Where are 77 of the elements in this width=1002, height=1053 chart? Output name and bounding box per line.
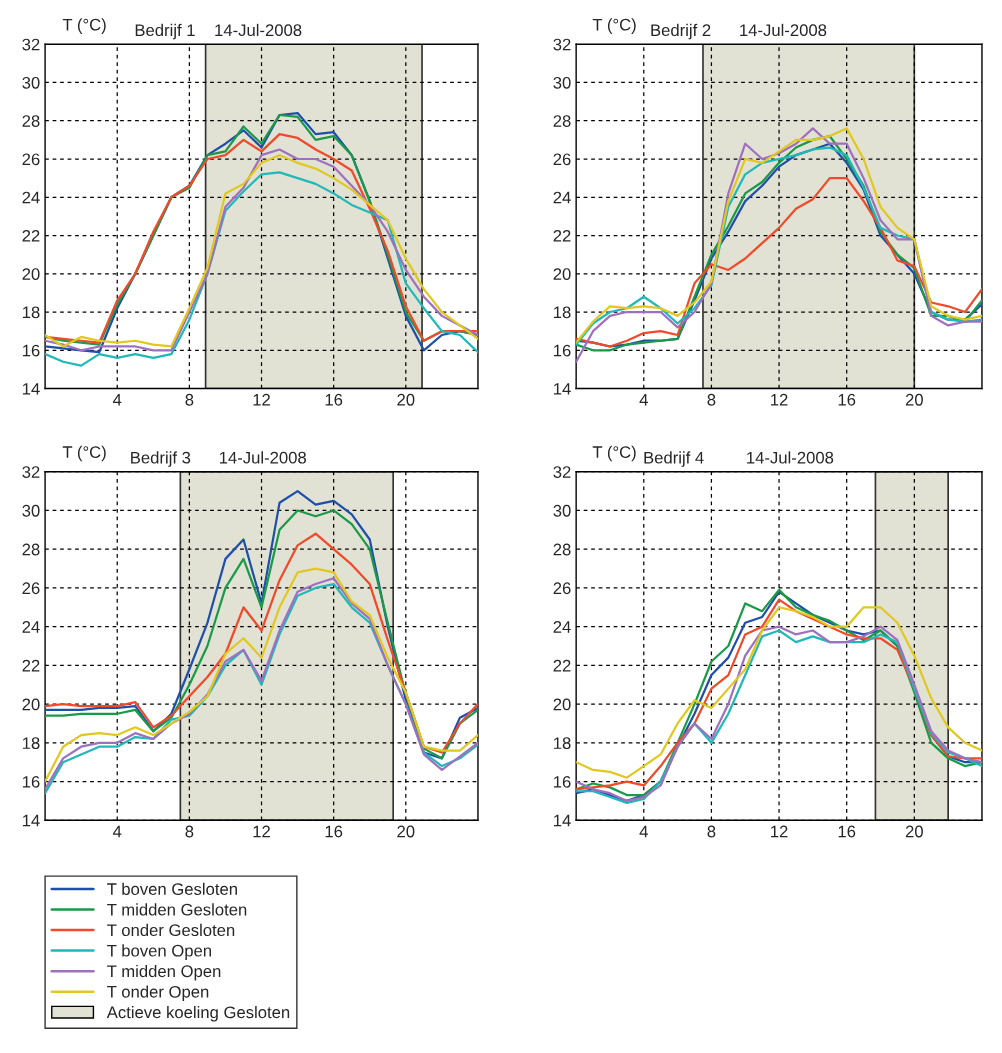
x-tick-label: 16: [838, 393, 856, 406]
y-tick-label: 18: [554, 737, 571, 750]
x-tick-label: 20: [905, 825, 923, 838]
x-tick-label: 4: [639, 394, 648, 406]
y-tick-label: 18: [22, 306, 40, 319]
y-tick-label: 22: [553, 229, 571, 242]
y-tick-label: 26: [553, 582, 571, 595]
x-tick-label: 12: [253, 825, 270, 838]
y-tick-label: 16: [554, 344, 571, 357]
y-tick-label: 32: [22, 466, 40, 478]
legend-label: T onder Open: [107, 985, 209, 1001]
y-tick-label: 22: [22, 659, 40, 672]
y-tick-label: 16: [554, 775, 571, 788]
line-series: [576, 177, 982, 348]
y-tick-label: 14: [22, 383, 40, 395]
y-tick-label: 28: [553, 543, 571, 556]
x-tick-label: 4: [112, 825, 122, 838]
x-tick-label: 8: [707, 393, 716, 406]
chart-title: Bedrijf 2 14-Jul-2008: [651, 23, 827, 40]
y-tick-label: 30: [553, 504, 571, 517]
y-tick-label: 26: [22, 153, 40, 166]
y-tick-label: 14: [554, 814, 571, 827]
y-tick-label: 28: [22, 115, 40, 127]
y-tick-label: 24: [553, 621, 571, 633]
x-tick-label: 12: [771, 825, 788, 838]
x-tick-label: 8: [185, 825, 194, 838]
y-tick-label: 32: [553, 466, 571, 478]
legend-label: T onder Gesloten: [107, 923, 235, 937]
y-tick-label: 30: [22, 504, 40, 517]
legend-label: T midden Gesloten: [107, 903, 247, 916]
legend-label: T boven Gesloten: [107, 882, 237, 895]
y-axis-title: T (°C): [62, 18, 106, 34]
y-tick-label: 26: [553, 153, 571, 166]
y-tick-label: 24: [22, 191, 40, 204]
y-axis-title: T (°C): [62, 445, 106, 462]
y-tick-label: 32: [22, 38, 40, 51]
y-tick-label: 20: [553, 268, 571, 280]
x-tick-label: 20: [397, 393, 415, 406]
y-tick-label: 28: [553, 115, 571, 127]
y-tick-label: 30: [22, 76, 40, 89]
y-tick-label: 18: [22, 737, 40, 750]
y-tick-label: 14: [22, 814, 40, 827]
chart-title: Bedrijf 1 14-Jul-2008: [135, 23, 302, 40]
y-tick-label: 16: [22, 344, 40, 357]
legend-label: Actieve koeling Gesloten: [106, 1005, 290, 1022]
y-tick-label: 20: [22, 268, 40, 280]
y-tick-label: 20: [553, 698, 571, 711]
x-tick-label: 4: [639, 825, 648, 838]
chart-title: Bedrijf 3 14-Jul-2008: [131, 451, 306, 467]
y-tick-label: 26: [22, 582, 40, 595]
y-tick-label: 18: [554, 306, 571, 319]
y-tick-label: 22: [553, 659, 571, 672]
x-tick-label: 16: [325, 393, 343, 406]
y-tick-label: 32: [553, 38, 571, 51]
y-axis-title: T (°C): [592, 18, 636, 34]
x-tick-label: 12: [771, 393, 788, 406]
x-tick-label: 12: [253, 393, 270, 406]
legend-label: T boven Open: [107, 944, 212, 960]
y-tick-label: 20: [22, 698, 40, 711]
x-tick-label: 8: [707, 825, 716, 838]
y-axis-title: T (°C): [592, 445, 636, 462]
x-tick-label: 4: [112, 394, 122, 406]
y-tick-label: 14: [554, 383, 571, 395]
y-tick-label: 22: [22, 229, 40, 242]
y-tick-label: 24: [553, 191, 571, 204]
y-tick-label: 24: [22, 621, 40, 633]
chart-title: Bedrijf 4 14-Jul-2008: [644, 451, 834, 467]
y-tick-label: 30: [553, 76, 571, 89]
x-tick-label: 16: [325, 825, 343, 838]
legend-label: T midden Open: [107, 964, 221, 981]
line-series: [45, 171, 478, 367]
x-tick-label: 8: [185, 393, 194, 406]
x-tick-label: 20: [905, 393, 923, 406]
x-tick-label: 16: [838, 825, 856, 838]
y-tick-label: 28: [22, 543, 40, 556]
x-tick-label: 20: [397, 825, 415, 838]
y-tick-label: 16: [22, 775, 40, 788]
